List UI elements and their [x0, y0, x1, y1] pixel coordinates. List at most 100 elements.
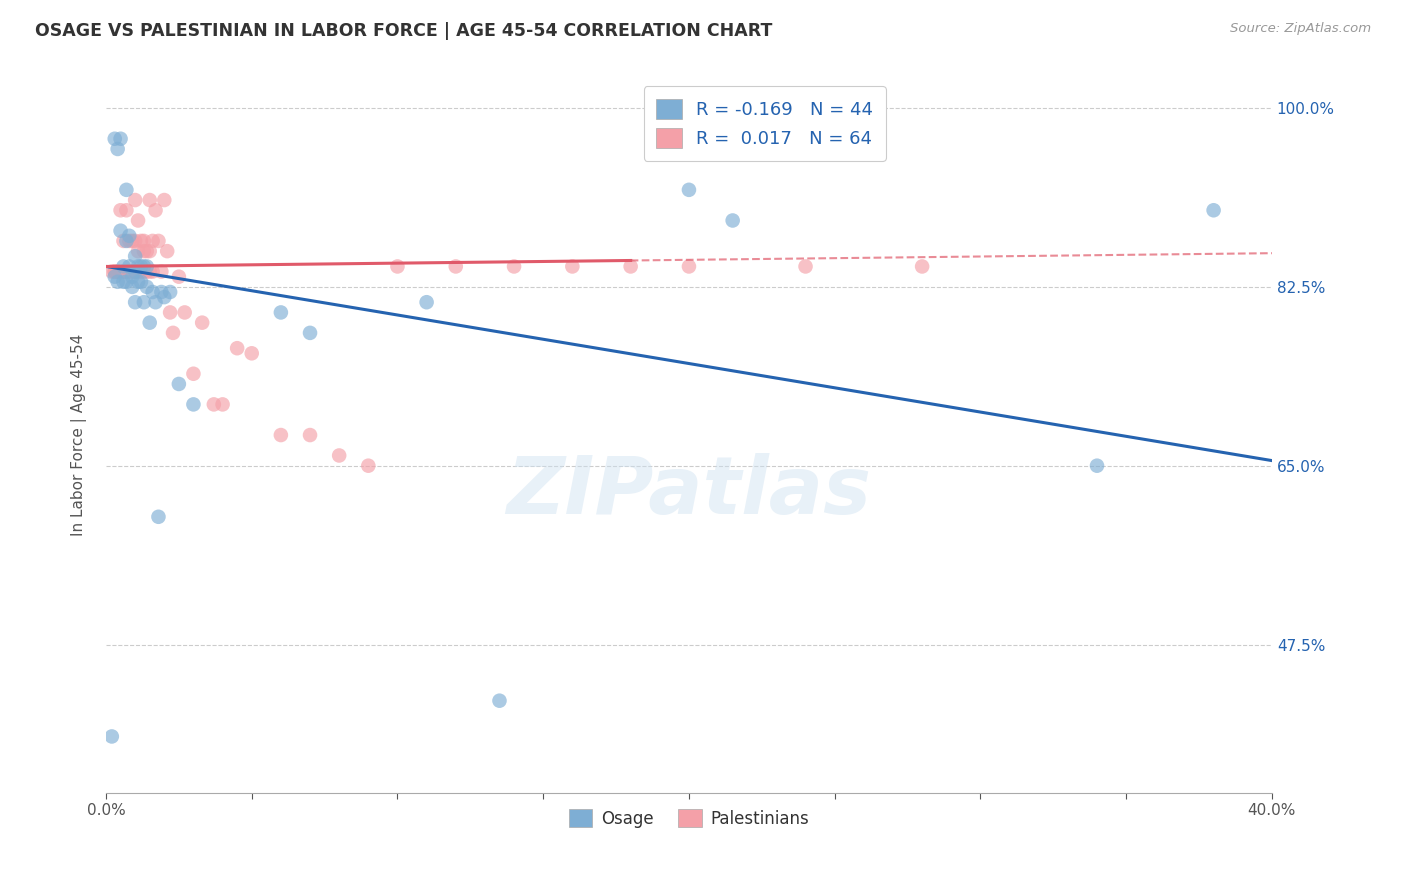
Point [328, 449, 350, 463]
Text: ZIPatlas: ZIPatlas [506, 453, 872, 532]
Point [104, 264, 127, 278]
Point [142, 264, 165, 278]
Point [202, 397, 225, 411]
Point [678, 183, 700, 197]
Point [211, 397, 233, 411]
Point [1202, 203, 1225, 218]
Point [107, 142, 129, 156]
Point [127, 275, 149, 289]
Point [115, 234, 138, 248]
Point [107, 264, 129, 278]
Point [132, 264, 155, 278]
Point [110, 264, 132, 278]
Legend: Osage, Palestinians: Osage, Palestinians [562, 803, 815, 834]
Point [488, 694, 510, 708]
Point [118, 228, 141, 243]
Point [159, 285, 181, 299]
Point [299, 326, 322, 340]
Point [118, 264, 141, 278]
Point [107, 264, 129, 278]
Point [167, 376, 190, 391]
Point [124, 264, 146, 278]
Point [110, 224, 132, 238]
Point [127, 260, 149, 274]
Point [112, 260, 135, 274]
Point [148, 509, 170, 524]
Point [135, 280, 157, 294]
Text: OSAGE VS PALESTINIAN IN LABOR FORCE | AGE 45-54 CORRELATION CHART: OSAGE VS PALESTINIAN IN LABOR FORCE | AG… [35, 22, 772, 40]
Point [101, 730, 124, 744]
Point [115, 264, 138, 278]
Point [142, 285, 165, 299]
Point [115, 275, 138, 289]
Point [357, 458, 380, 473]
Point [142, 234, 165, 248]
Point [138, 264, 160, 278]
Point [101, 264, 124, 278]
Point [387, 260, 409, 274]
Point [135, 260, 157, 274]
Point [115, 264, 138, 278]
Point [794, 260, 817, 274]
Point [162, 326, 184, 340]
Text: Source: ZipAtlas.com: Source: ZipAtlas.com [1230, 22, 1371, 36]
Point [110, 132, 132, 146]
Point [150, 285, 173, 299]
Point [240, 346, 263, 360]
Point [153, 290, 176, 304]
Point [270, 428, 292, 442]
Point [138, 316, 160, 330]
Y-axis label: In Labor Force | Age 45-54: In Labor Force | Age 45-54 [72, 334, 87, 536]
Point [121, 280, 143, 294]
Point [104, 132, 127, 146]
Point [145, 203, 167, 218]
Point [183, 397, 205, 411]
Point [112, 264, 135, 278]
Point [127, 244, 149, 259]
Point [118, 260, 141, 274]
Point [226, 341, 249, 355]
Point [121, 264, 143, 278]
Point [721, 213, 744, 227]
Point [153, 193, 176, 207]
Point [121, 264, 143, 278]
Point [118, 234, 141, 248]
Point [129, 264, 152, 278]
Point [167, 269, 190, 284]
Point [620, 260, 643, 274]
Point [124, 249, 146, 263]
Point [299, 428, 322, 442]
Point [121, 269, 143, 284]
Point [132, 234, 155, 248]
Point [132, 295, 155, 310]
Point [112, 234, 135, 248]
Point [270, 305, 292, 319]
Point [115, 183, 138, 197]
Point [121, 234, 143, 248]
Point [183, 367, 205, 381]
Point [156, 244, 179, 259]
Point [124, 193, 146, 207]
Point [1085, 458, 1108, 473]
Point [132, 260, 155, 274]
Point [127, 264, 149, 278]
Point [124, 264, 146, 278]
Point [124, 295, 146, 310]
Point [129, 260, 152, 274]
Point [138, 244, 160, 259]
Point [112, 264, 135, 278]
Point [129, 275, 152, 289]
Point [124, 234, 146, 248]
Point [112, 275, 135, 289]
Point [173, 305, 195, 319]
Point [159, 305, 181, 319]
Point [129, 234, 152, 248]
Point [191, 316, 214, 330]
Point [150, 264, 173, 278]
Point [415, 295, 437, 310]
Point [503, 260, 526, 274]
Point [138, 193, 160, 207]
Point [104, 269, 127, 284]
Point [135, 264, 157, 278]
Point [132, 244, 155, 259]
